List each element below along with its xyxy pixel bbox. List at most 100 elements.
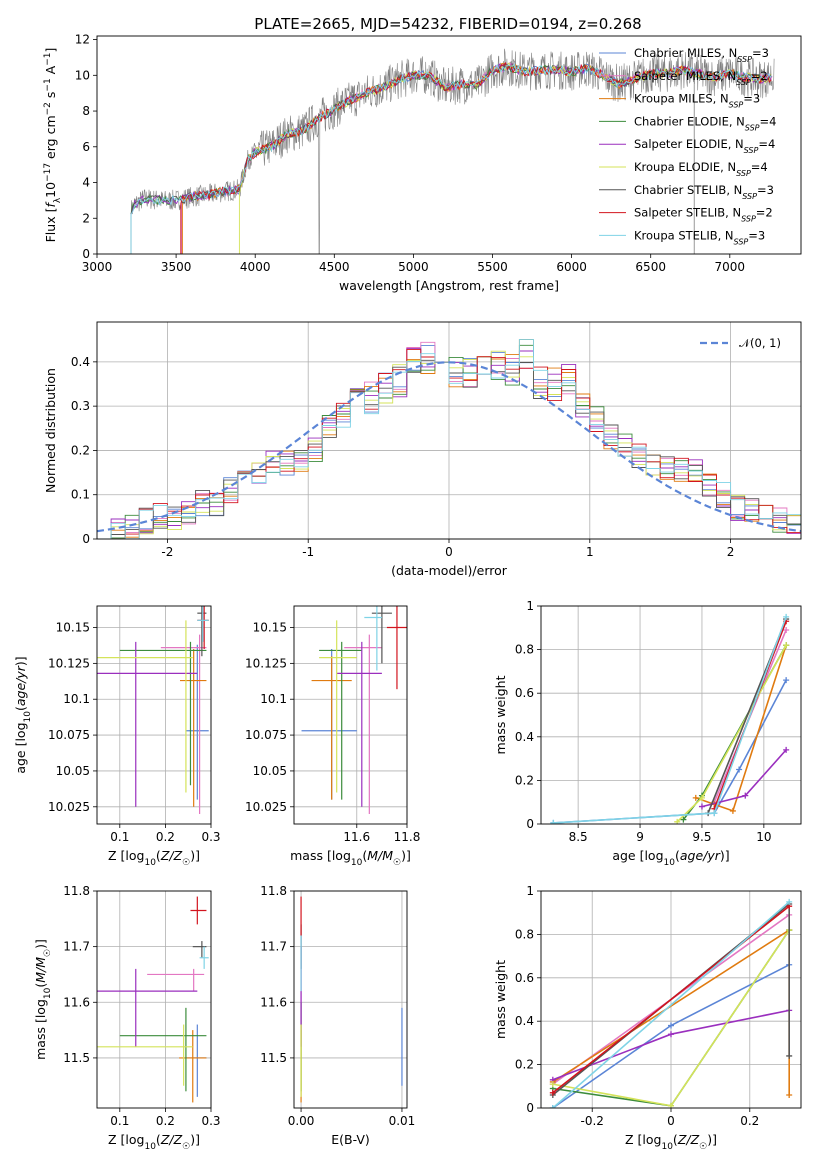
legend-name: Salpeter STELIB, N <box>634 206 741 220</box>
spectrum-ytick-label: 12 <box>75 33 90 47</box>
mass-weight-marker <box>711 810 718 817</box>
legend-name: Kroupa STELIB, N <box>634 228 734 242</box>
residuals-frame <box>96 321 802 540</box>
age_vs_Z-xlabel-part: )] <box>190 848 200 863</box>
spectrum-xtick-label: 7000 <box>715 260 746 274</box>
legend-name: Kroupa MILES, N <box>634 92 729 106</box>
spectrum-ylabel-part: −2 <box>43 102 53 115</box>
mass-weight-marker <box>783 626 790 633</box>
mass_weight_vs_age-xlabel: age [log10(age/yr)] <box>612 848 729 868</box>
legend-label: Salpeter MILES, NSSP=2 <box>634 69 768 87</box>
legend-sub: SSP <box>742 191 757 200</box>
mass_weight_vs_Z-xlabel-part: Z [log <box>625 1132 661 1147</box>
figure-title: PLATE=2665, MJD=54232, FIBERID=0194, z=0… <box>254 15 641 33</box>
spectrum-ylabel-part: −1 <box>43 78 53 91</box>
mass_vs_Z-plot-area <box>97 896 209 1103</box>
mass-weight-line <box>695 644 787 812</box>
age_vs_Z-xlabel-part: Z/Z <box>160 848 183 863</box>
spectrum-xtick-label: 4000 <box>240 260 271 274</box>
mass_weight_vs_Z-ylabel-part: mass weight <box>493 960 508 1039</box>
errorbar-point <box>147 968 205 992</box>
mass_weight_vs_age-ylabel-part: mass weight <box>493 675 508 754</box>
age_vs_Z-ytick-label: 10.15 <box>56 621 90 635</box>
spectrum-ytick-label: 2 <box>82 211 90 225</box>
age_vs_mass-grid <box>294 606 408 824</box>
errorbar-point <box>199 946 209 969</box>
age_vs_Z-ylabel-part: 10 <box>23 711 33 723</box>
legend-sub: SSP <box>736 77 751 86</box>
mass-weight-marker <box>550 819 557 824</box>
age_vs_Z-ylabel: age [log10(age/yr)] <box>13 656 33 773</box>
age_vs_mass-xlabel: mass [log10(M/M☉)] <box>290 848 411 868</box>
mass_weight_vs_Z-frame <box>540 890 802 1109</box>
spectrum-xlabel-part: wavelength [Angstrom, rest frame] <box>339 278 559 293</box>
age_vs_mass-xtick-label: 11.6 <box>343 830 370 844</box>
errorbar-point <box>119 641 207 786</box>
mass_vs_Z-xlabel-part: 10 <box>144 1142 156 1152</box>
age_vs_mass-plot-area <box>301 606 407 814</box>
errorbar-point <box>197 606 209 642</box>
spectrum-ylabel-part: erg cm <box>43 115 58 163</box>
legend-label: 𝒩(0, 1) <box>739 336 781 350</box>
legend-name: Salpeter MILES, N <box>634 69 736 83</box>
age_vs_Z-xtick-label: 0.3 <box>201 830 220 844</box>
legend-count: =2 <box>751 69 768 83</box>
mass_weight_vs_age-ytick-label: 1 <box>526 599 534 613</box>
spectrum-ylabel-part: 10 <box>43 182 58 198</box>
legend-label: Salpeter ELODIE, NSSP=4 <box>634 137 775 155</box>
errorbar-point <box>197 606 207 657</box>
residuals-xlabel-part: (data-model)/error <box>391 563 508 578</box>
mass_weight_vs_age-xlabel-part: 10 <box>664 858 676 868</box>
mass_vs_Z-ytick-label: 11.6 <box>63 995 90 1009</box>
normal-curve <box>97 361 801 533</box>
mass-weight-line <box>552 901 790 1108</box>
mass_weight_vs_age-grid <box>541 605 801 825</box>
spectrum-xtick-label: 5000 <box>398 260 429 274</box>
mass_weight_vs_Z-ytick-label: 0.8 <box>515 927 534 941</box>
age_vs_Z-xlabel: Z [log10(Z/Z☉)] <box>108 848 200 868</box>
legend-name: Salpeter ELODIE, N <box>634 137 744 151</box>
legend-sub: SSP <box>737 55 752 64</box>
spectrum-ylabel-part: ] <box>43 48 58 53</box>
legend-label: Chabrier MILES, NSSP=3 <box>634 46 769 64</box>
mass-weight-marker <box>783 642 790 649</box>
errorbar-point <box>386 606 407 690</box>
age_vs_Z-ylabel-part: )] <box>13 656 28 666</box>
mass-weight-marker <box>729 807 736 814</box>
spectrum-ytick-label: 8 <box>82 104 90 118</box>
legend-name: Kroupa ELODIE, N <box>634 160 736 174</box>
panel-mass_vs_ebv: 0.00 0.01 11.5 11.6 11.7 11.8 E(B-V) <box>260 884 415 1147</box>
age_vs_mass-ytick-label: 10.1 <box>260 692 287 706</box>
age_vs_mass-ytick-label: 10.125 <box>245 656 287 670</box>
mass_vs_Z-xlabel-part: ☉ <box>182 1142 190 1152</box>
mass_weight_vs_age-ytick-label: 0.6 <box>515 686 534 700</box>
residual-legend: 𝒩(0, 1) <box>700 336 781 350</box>
residuals-xtick-label: 2 <box>727 545 735 559</box>
errorbar-point <box>311 656 352 800</box>
residuals-xtick-label: -1 <box>302 545 314 559</box>
errorbar-point <box>371 606 392 664</box>
residuals-xtick-label: -2 <box>161 545 173 559</box>
age_vs_mass-xlabel-part: 10 <box>351 858 363 868</box>
mass-weight-marker <box>668 1022 674 1029</box>
mass-weight-marker <box>549 1081 556 1088</box>
panel-residuals: -2 -1 0 1 2 0 0.1 0.2 0.3 0.4 (data-model)/error No… <box>43 321 802 578</box>
residual-histogram <box>97 338 801 539</box>
mass_vs_Z-ylabel-part: ☉ <box>43 949 53 957</box>
mass_vs_ebv-xlabel: E(B-V) <box>331 1132 370 1147</box>
errorbar-point <box>301 649 357 800</box>
spectrum-plot-area <box>130 48 775 254</box>
spectrum-ytick-label: 6 <box>82 140 90 154</box>
spectrum-ylabel-part: λ <box>53 197 63 203</box>
spectrum-xtick-label: 3000 <box>82 260 113 274</box>
residuals-ytick-label: 0.2 <box>71 443 90 457</box>
age_vs_mass-xlabel-part: ☉ <box>393 858 401 868</box>
mass_vs_Z-xtick-label: 0.3 <box>201 1114 220 1128</box>
mass-weight-marker <box>668 1031 674 1038</box>
mass_vs_Z-ylabel-part: )] <box>33 939 48 949</box>
errorbar-point <box>160 634 207 814</box>
age_vs_mass-frame <box>293 605 408 825</box>
errorbar-point <box>179 649 207 807</box>
